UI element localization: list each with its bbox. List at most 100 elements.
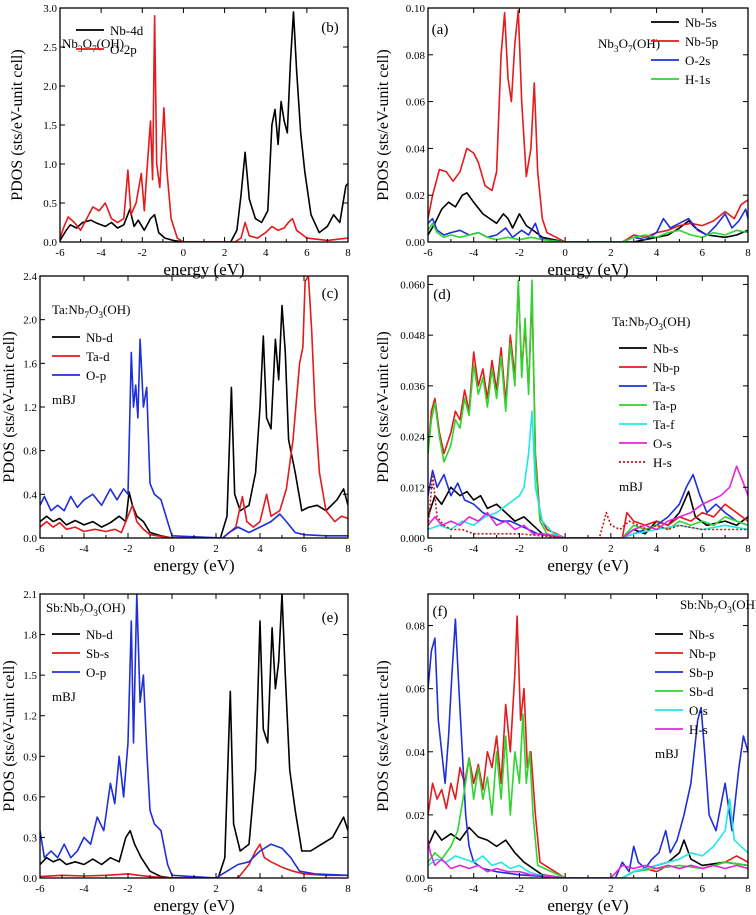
y-tick-label: 0.036 — [400, 381, 425, 393]
y-tick-label: 0.024 — [400, 432, 425, 444]
x-tick-label: -6 — [423, 543, 433, 555]
y-tick-label: 1.0 — [43, 159, 57, 171]
x-tick-label: 6 — [700, 883, 706, 895]
x-tick-label: -4 — [469, 247, 479, 259]
title-subscript: 7 — [713, 606, 718, 616]
legend-label: Nb-p — [689, 646, 716, 661]
y-tick-label: 0.08 — [406, 621, 426, 633]
title-subscript: 7 — [644, 323, 649, 333]
title-part: (OH) — [97, 36, 124, 51]
x-tick-label: 0 — [562, 247, 568, 259]
series-line-nb-s — [428, 826, 748, 878]
y-axis-label: PDOS (sts/eV-unit cell) — [1, 660, 18, 811]
x-tick-label: 2 — [213, 543, 219, 555]
y-axis-label: PDOS (sts/eV-unit cell) — [375, 660, 392, 811]
legend-label: Nb-d — [86, 330, 113, 345]
x-tick-label: 0 — [562, 883, 568, 895]
series-line-nb-4d — [60, 11, 348, 242]
y-tick-label: 0.060 — [400, 279, 425, 291]
y-tick-label: 0.6 — [23, 792, 37, 804]
title-subscript: 3 — [727, 606, 732, 616]
x-tick-label: 2 — [213, 883, 219, 895]
y-tick-label: 0.8 — [23, 446, 37, 458]
y-tick-label: 0.012 — [400, 482, 425, 494]
legend-label: Ta-p — [653, 398, 677, 413]
panel-d-chart: -6 -4 -2 0 2 4 6 8 0.000 0.012 0.024 0.036 0.048 0.06… — [375, 275, 751, 575]
x-tick-label: -6 — [423, 883, 433, 895]
title-subscript: 3 — [98, 311, 103, 321]
y-tick-label: 0.02 — [406, 810, 425, 822]
series-line-nb-d — [40, 304, 348, 538]
y-tick-label: 0.9 — [23, 751, 37, 763]
y-tick-label: 1.6 — [23, 358, 37, 370]
panel-c-chart: -6 -4 -2 0 2 4 6 8 0.0 0.4 0.8 1.2 1.6 2.0 2.4 energy (… — [1, 271, 351, 575]
y-tick-label: 1.5 — [23, 670, 37, 682]
x-tick-label: -4 — [97, 247, 107, 259]
title-part: O — [84, 600, 93, 615]
legend-label: O-s — [653, 436, 672, 451]
y-axis-label: PDOS (sts/eV-unit cell) — [9, 49, 26, 200]
x-tick-label: 8 — [745, 883, 751, 895]
legend-label: Nb-s — [653, 341, 678, 356]
y-tick-label: 0.04 — [406, 747, 426, 759]
y-tick-label: 0.04 — [406, 143, 426, 155]
x-tick-label: -2 — [515, 883, 524, 895]
x-tick-label: 4 — [654, 543, 660, 555]
y-tick-label: 0.048 — [400, 330, 425, 342]
panel-title: Nb3O7(OH) — [62, 36, 124, 55]
title-part: Ta:Nb — [612, 314, 644, 329]
x-tick-label: 6 — [304, 247, 310, 259]
title-part: O — [649, 314, 658, 329]
x-tick-label: -2 — [515, 543, 524, 555]
y-tick-label: 0.0 — [23, 533, 37, 545]
y-axis-label: PDOS (sts/eV-unit cell) — [375, 49, 392, 200]
y-tick-label: 2.0 — [23, 315, 37, 327]
x-tick-label: 8 — [345, 883, 351, 895]
title-part: O — [619, 36, 628, 51]
x-axis-label: energy (eV) — [153, 556, 234, 575]
legend-label: O-s — [689, 703, 708, 718]
series-line-ta-s — [428, 469, 748, 538]
title-part: O — [718, 597, 727, 612]
x-tick-label: -2 — [123, 543, 132, 555]
y-tick-label: 0.10 — [406, 3, 426, 15]
y-tick-label: 1.2 — [23, 711, 37, 723]
title-part: O — [89, 302, 98, 317]
series-line-h-s — [428, 839, 748, 878]
y-tick-label: 0.4 — [23, 489, 37, 501]
y-axis-label: PDOS (sts/eV-unit cell) — [375, 331, 392, 482]
x-tick-label: 0 — [181, 247, 187, 259]
x-tick-label: 6 — [301, 543, 307, 555]
legend-label: Ta-s — [653, 379, 675, 394]
x-tick-label: -6 — [55, 247, 65, 259]
title-part: (OH) — [633, 36, 660, 51]
x-tick-label: 8 — [745, 543, 751, 555]
method-note: mBJ — [52, 392, 76, 407]
y-tick-label: 0.000 — [400, 533, 425, 545]
title-subscript: 7 — [628, 45, 633, 55]
title-subscript: 3 — [78, 45, 83, 55]
panel-e-chart: -6 -4 -2 0 2 4 6 8 0.0 0.3 0.6 0.9 1.2 1.5 1.8 2.1 energ… — [1, 589, 351, 915]
y-tick-label: 1.2 — [23, 402, 37, 414]
legend-label: O-p — [86, 368, 106, 383]
panel-title: Ta:Nb7O3(OH) — [612, 314, 690, 333]
panel-label: (b) — [321, 20, 339, 36]
legend-label: Ta-f — [653, 417, 675, 432]
x-tick-label: 0 — [562, 543, 568, 555]
legend-label: Nb-4d — [110, 23, 144, 38]
panel-b-chart: -6 -4 -2 0 2 4 6 8 0.0 0.5 1.0 1.5 2.0 2.5 3.0 energy (… — [9, 3, 351, 279]
panel-title: Ta:Nb7O3(OH) — [52, 302, 130, 321]
series-line-nb-5p — [428, 9, 748, 242]
x-tick-label: -6 — [423, 247, 433, 259]
x-axis-label: energy (eV) — [163, 260, 244, 279]
title-subscript: 7 — [84, 311, 89, 321]
method-note: mBJ — [619, 479, 643, 494]
panel-f-chart: -6 -4 -2 0 2 4 6 8 0.00 0.02 0.04 0.06 0.08 energy (e… — [375, 593, 756, 915]
series-line-ta-f — [428, 410, 748, 538]
panel-label: (a) — [432, 22, 449, 38]
series-line-sb-d — [428, 713, 748, 878]
series-line-o-s — [428, 798, 748, 878]
legend-label: Nb-5s — [685, 15, 717, 30]
title-part: (OH) — [103, 302, 130, 317]
